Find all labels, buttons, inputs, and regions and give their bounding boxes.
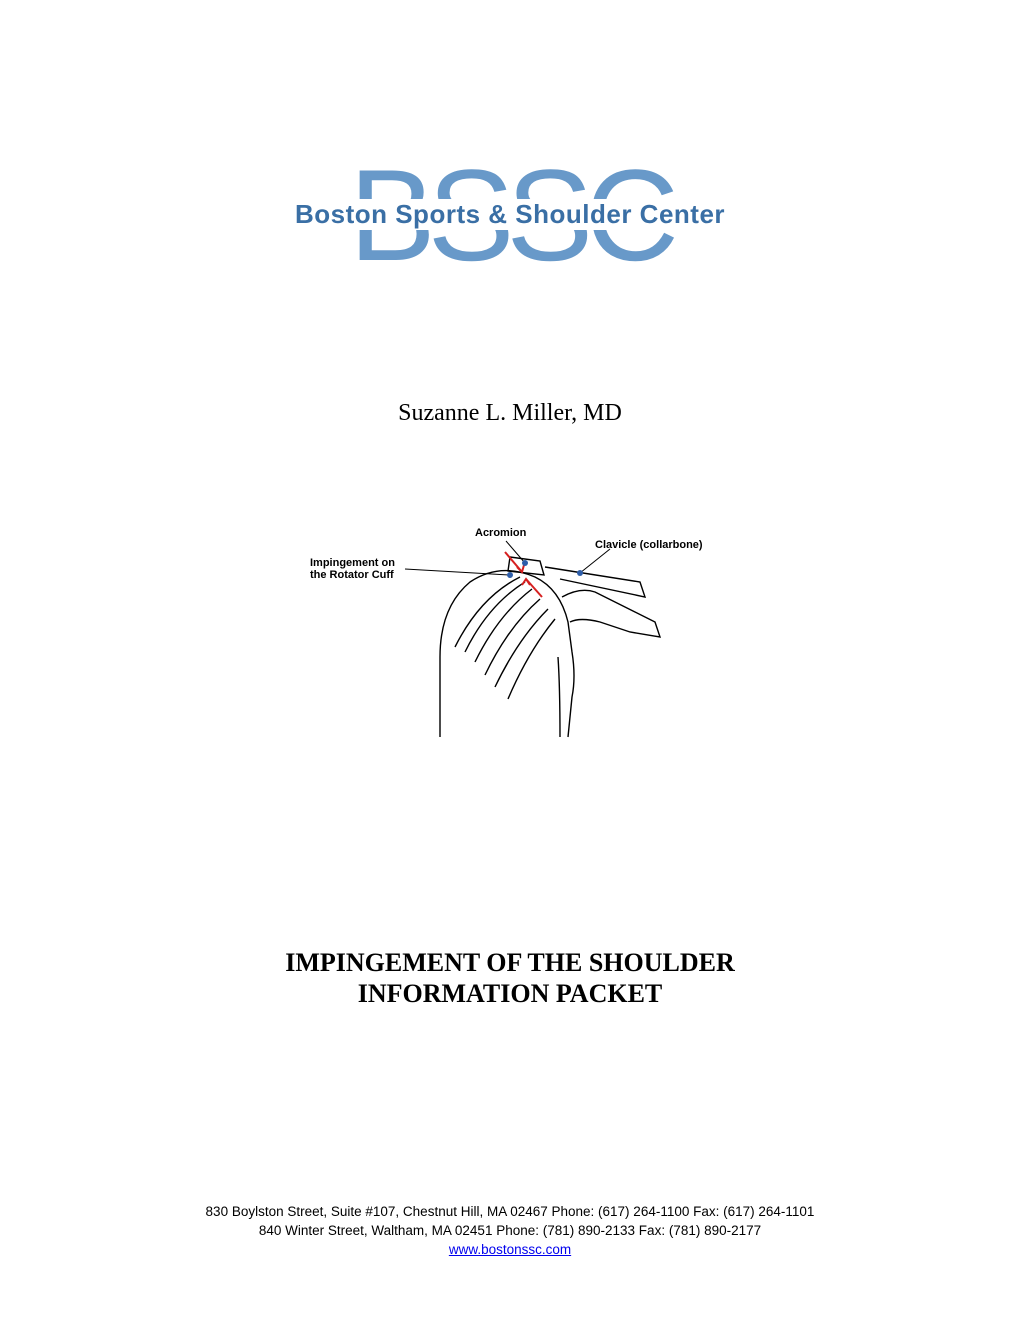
footer-block: 830 Boylston Street, Suite #107, Chestnu… — [100, 1203, 920, 1260]
author-name: Suzanne L. Miller, MD — [398, 400, 622, 427]
diagram-label-acromion: Acromion — [475, 527, 526, 539]
footer-website-link[interactable]: www.bostonssc.com — [449, 1242, 571, 1257]
shoulder-diagram: Acromion Clavicle (collarbone) Impingeme… — [310, 527, 710, 747]
logo-tagline: Boston Sports & Shoulder Center — [289, 199, 731, 230]
footer-address-1: 830 Boylston Street, Suite #107, Chestnu… — [100, 1203, 920, 1222]
diagram-label-impingement: Impingement on the Rotator Cuff — [310, 557, 395, 581]
title-line-2: INFORMATION PACKET — [285, 978, 735, 1009]
footer-address-2: 840 Winter Street, Waltham, MA 02451 Pho… — [100, 1222, 920, 1241]
document-title: IMPINGEMENT OF THE SHOULDER INFORMATION … — [285, 947, 735, 1009]
title-line-1: IMPINGEMENT OF THE SHOULDER — [285, 947, 735, 978]
logo-block: BSSC Boston Sports & Shoulder Center — [289, 160, 731, 290]
diagram-label-clavicle: Clavicle (collarbone) — [595, 539, 703, 551]
